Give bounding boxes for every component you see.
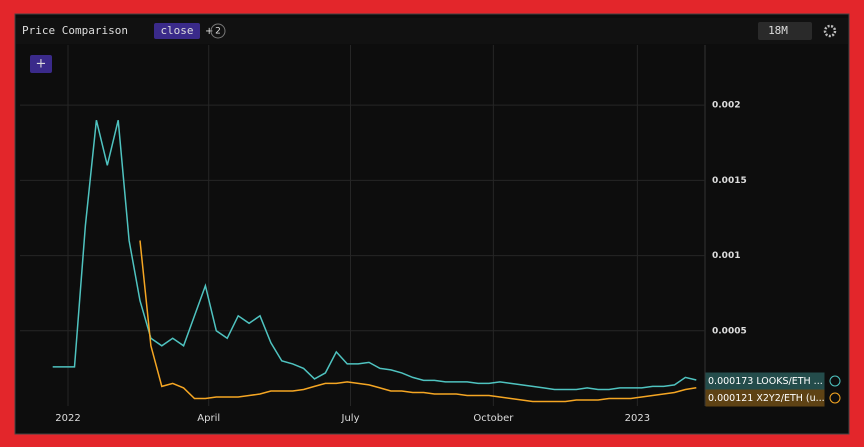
panel-title: Price Comparison — [22, 24, 128, 37]
y-tick-label: 0.001 — [712, 251, 740, 261]
panel — [14, 13, 850, 435]
x-tick-label: 2022 — [55, 413, 80, 424]
y-tick-label: 0.0015 — [712, 176, 747, 186]
series-line — [52, 120, 697, 391]
header — [16, 18, 848, 44]
series-remove[interactable] — [829, 392, 841, 404]
range-button[interactable] — [758, 22, 812, 40]
series-name: LOOKS/ETH ... — [756, 376, 822, 387]
add-button[interactable] — [30, 55, 52, 73]
x-tick-label: 2023 — [625, 413, 650, 424]
add-text: + — [205, 26, 213, 37]
series-tag-label: 0.000173 LOOKS/ETH ... — [708, 376, 823, 387]
series-name: X2Y2/ETH (u... — [756, 393, 824, 404]
series-line — [139, 240, 697, 403]
series-tag — [705, 372, 825, 390]
series-tag — [705, 389, 825, 407]
count-label: 2 — [215, 27, 221, 37]
series-last-value: 0.000121 — [708, 393, 753, 404]
count-badge — [210, 23, 226, 39]
x-tick-label: April — [197, 413, 220, 424]
field-badge[interactable] — [154, 23, 200, 39]
add-button-label: + — [36, 57, 47, 72]
series-tag-label: 0.000121 X2Y2/ETH (u... — [708, 393, 825, 404]
x-tick-label: July — [341, 413, 360, 424]
field-label: close — [160, 24, 193, 37]
x-tick-label: October — [473, 413, 514, 424]
series-last-value: 0.000173 — [708, 376, 753, 387]
y-tick-label: 0.0005 — [712, 326, 747, 336]
y-tick-label: 0.002 — [712, 101, 740, 111]
settings-icon[interactable] — [823, 24, 837, 38]
range-label: 18M — [768, 24, 788, 37]
series-remove[interactable] — [829, 375, 841, 387]
